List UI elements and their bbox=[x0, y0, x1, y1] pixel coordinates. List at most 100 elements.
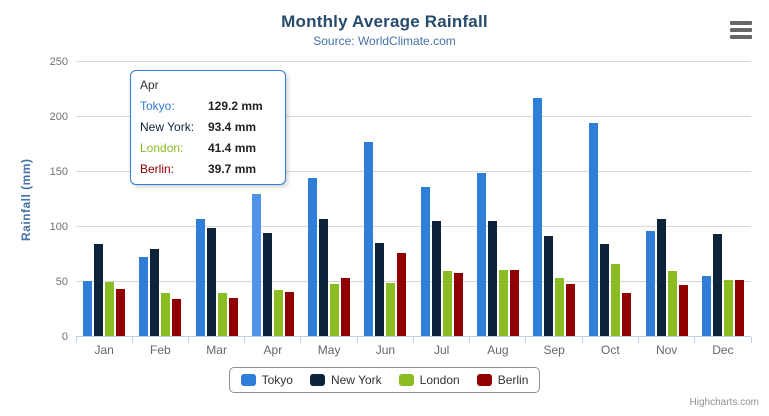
x-axis-label-nov: Nov bbox=[655, 343, 678, 357]
bar-group-jan bbox=[76, 61, 132, 336]
tooltip-row-berlin: Berlin: 39.7 mm bbox=[140, 162, 276, 176]
x-axis-tick bbox=[413, 337, 414, 343]
bar-new-york-jan[interactable] bbox=[94, 244, 104, 336]
bar-new-york-apr[interactable] bbox=[262, 233, 272, 336]
bar-london-jul[interactable] bbox=[442, 271, 452, 336]
bar-berlin-nov[interactable] bbox=[678, 284, 688, 336]
legend-item-london[interactable]: London bbox=[398, 373, 460, 387]
legend: Tokyo New York London Berlin bbox=[0, 367, 769, 393]
bar-new-york-aug[interactable] bbox=[487, 221, 497, 336]
highcharts-credit-link[interactable]: Highcharts.com bbox=[689, 397, 759, 408]
bar-london-may[interactable] bbox=[330, 284, 340, 336]
bar-london-jan[interactable] bbox=[105, 282, 115, 336]
tooltip-series-value: 41.4 mm bbox=[208, 141, 257, 155]
bar-berlin-may[interactable] bbox=[341, 278, 351, 336]
plot-area bbox=[75, 61, 752, 343]
bar-group-oct bbox=[582, 61, 638, 336]
tooltip-series-value: 129.2 mm bbox=[208, 99, 263, 113]
bar-group-jun bbox=[357, 61, 413, 336]
bar-group-dec bbox=[695, 61, 751, 336]
legend-symbol-new-york bbox=[309, 374, 325, 386]
x-axis-tick bbox=[750, 337, 752, 343]
x-axis-tick bbox=[244, 337, 246, 343]
tooltip: Apr Tokyo: 129.2 mm New York: 93.4 mm London… bbox=[130, 70, 286, 185]
bar-london-nov[interactable] bbox=[667, 270, 677, 336]
bar-new-york-feb[interactable] bbox=[150, 249, 160, 336]
bar-group-jul bbox=[414, 61, 470, 336]
bar-group-may bbox=[301, 61, 357, 336]
bar-berlin-feb[interactable] bbox=[172, 299, 182, 336]
x-axis-tick bbox=[356, 337, 358, 343]
bar-new-york-may[interactable] bbox=[319, 219, 329, 336]
bar-new-york-jul[interactable] bbox=[431, 220, 441, 336]
bar-berlin-aug[interactable] bbox=[509, 269, 519, 336]
bar-berlin-dec[interactable] bbox=[734, 279, 744, 336]
bar-berlin-jul[interactable] bbox=[453, 272, 463, 336]
x-axis-label-sep: Sep bbox=[543, 343, 565, 357]
bar-new-york-nov[interactable] bbox=[656, 218, 666, 336]
bar-group-feb bbox=[132, 61, 188, 336]
bar-new-york-sep[interactable] bbox=[544, 235, 554, 336]
tooltip-series-name: Berlin: bbox=[140, 162, 175, 176]
x-axis-label-may: May bbox=[317, 343, 341, 357]
x-axis-tick bbox=[469, 337, 471, 343]
y-axis-label-100: 100 bbox=[49, 221, 68, 233]
bar-new-york-jun[interactable] bbox=[375, 243, 385, 336]
tooltip-row-london: London: 41.4 mm bbox=[140, 141, 276, 155]
x-axis-label-jun: Jun bbox=[375, 343, 396, 357]
bar-group-nov bbox=[639, 61, 695, 336]
bar-tokyo-feb[interactable] bbox=[139, 257, 149, 336]
bar-berlin-apr[interactable] bbox=[284, 292, 294, 336]
bar-new-york-dec[interactable] bbox=[712, 234, 722, 336]
bar-tokyo-mar[interactable] bbox=[195, 218, 205, 336]
bar-london-dec[interactable] bbox=[723, 279, 733, 336]
bar-tokyo-oct[interactable] bbox=[589, 122, 599, 336]
bar-tokyo-aug[interactable] bbox=[476, 172, 486, 336]
bar-berlin-oct[interactable] bbox=[622, 293, 632, 336]
bar-london-feb[interactable] bbox=[161, 293, 171, 336]
bar-london-mar[interactable] bbox=[217, 292, 227, 336]
bar-berlin-mar[interactable] bbox=[228, 298, 238, 336]
bar-london-apr[interactable] bbox=[273, 290, 283, 336]
bar-berlin-jan[interactable] bbox=[116, 289, 126, 336]
bar-tokyo-apr[interactable] bbox=[251, 193, 261, 336]
bar-berlin-sep[interactable] bbox=[566, 283, 576, 336]
bar-tokyo-jul[interactable] bbox=[420, 186, 430, 336]
legend-item-berlin[interactable]: Berlin bbox=[476, 373, 528, 387]
bar-tokyo-may[interactable] bbox=[308, 177, 318, 336]
chart-title: Monthly Average Rainfall bbox=[281, 12, 488, 31]
x-axis-tick bbox=[581, 337, 583, 343]
bar-tokyo-dec[interactable] bbox=[701, 276, 711, 336]
x-axis-tick bbox=[525, 337, 527, 343]
bar-berlin-jun[interactable] bbox=[397, 252, 407, 336]
y-axis-label-50: 50 bbox=[55, 276, 68, 288]
legend-item-tokyo[interactable]: Tokyo bbox=[240, 373, 293, 387]
bar-london-sep[interactable] bbox=[555, 278, 565, 336]
gridline-100 bbox=[76, 226, 751, 227]
context-menu-button[interactable] bbox=[730, 20, 754, 40]
bar-london-aug[interactable] bbox=[498, 270, 508, 336]
bar-tokyo-sep[interactable] bbox=[533, 97, 543, 336]
bar-new-york-oct[interactable] bbox=[600, 244, 610, 336]
bar-tokyo-nov[interactable] bbox=[645, 230, 655, 336]
y-axis-label-250: 250 bbox=[49, 56, 68, 68]
x-axis-label-mar: Mar bbox=[206, 343, 227, 357]
tooltip-series-value: 93.4 mm bbox=[208, 120, 257, 134]
x-axis-label-jul: Jul bbox=[433, 343, 450, 357]
x-axis-label-jan: Jan bbox=[94, 343, 114, 357]
y-axis-label-0: 0 bbox=[61, 331, 68, 343]
x-axis-label-aug: Aug bbox=[487, 343, 509, 357]
x-axis-label-dec: Dec bbox=[712, 343, 734, 357]
bar-london-oct[interactable] bbox=[611, 264, 621, 336]
bar-tokyo-jun[interactable] bbox=[364, 142, 374, 336]
legend-item-new-york[interactable]: New York bbox=[309, 373, 382, 387]
x-axis-line bbox=[76, 336, 751, 337]
tooltip-series-value: 39.7 mm bbox=[208, 162, 257, 176]
bar-london-jun[interactable] bbox=[386, 282, 396, 336]
bar-tokyo-jan[interactable] bbox=[83, 281, 93, 336]
tooltip-row-new-york: New York: 93.4 mm bbox=[140, 120, 276, 134]
bar-new-york-mar[interactable] bbox=[206, 227, 216, 336]
x-axis-label-oct: Oct bbox=[601, 343, 620, 357]
x-axis-tick bbox=[300, 337, 302, 343]
